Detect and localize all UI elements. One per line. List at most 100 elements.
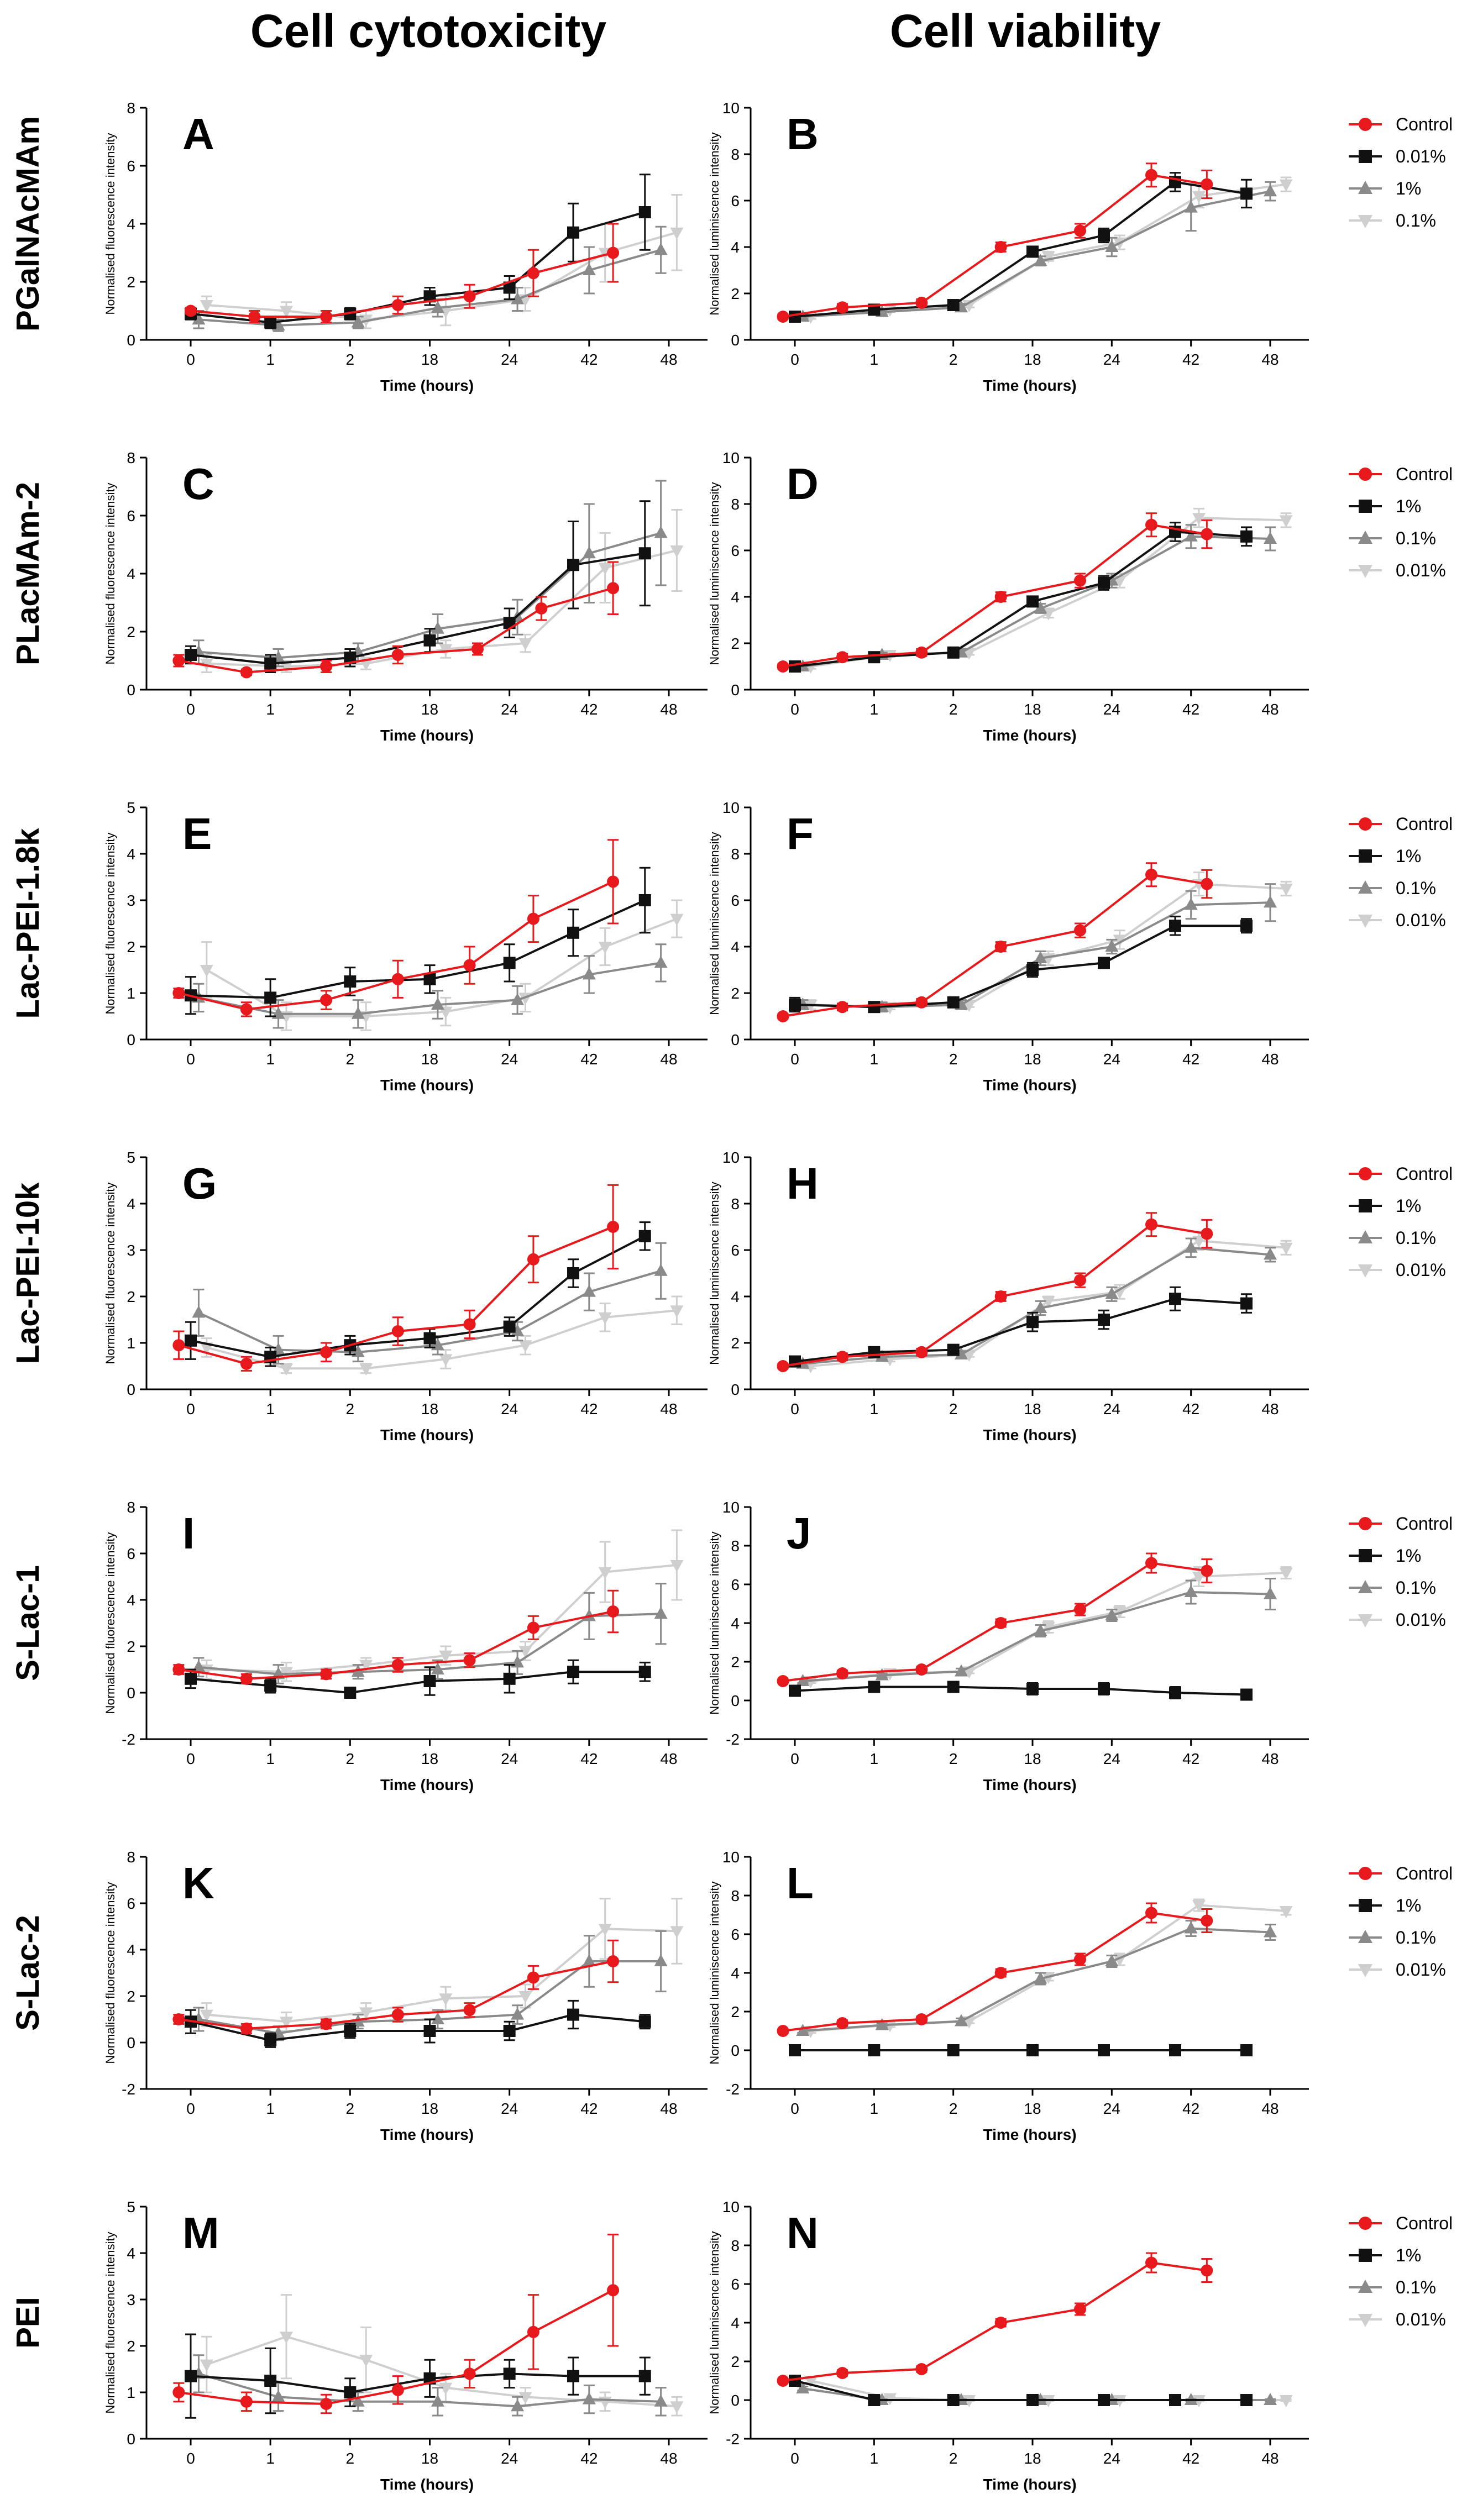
data-point <box>359 2007 373 2020</box>
y-tick-label: 8 <box>731 496 740 513</box>
data-point <box>836 651 848 664</box>
y-tick-label: 10 <box>722 449 740 466</box>
data-point <box>431 2012 444 2024</box>
series-1 <box>185 2333 651 2419</box>
y-tick-label: 4 <box>731 1615 740 1632</box>
x-tick-label: 42 <box>580 1051 598 1068</box>
series-line-0-1 <box>803 901 1271 1009</box>
row-label: S-Lac-2 <box>10 1915 46 2031</box>
x-tick-label: 18 <box>421 2100 438 2117</box>
series-1 <box>789 522 1253 673</box>
data-point <box>192 1305 206 1318</box>
series-line-0-01 <box>206 1564 677 1673</box>
legend-label: 0.01% <box>1396 1960 1446 1980</box>
data-point <box>527 2325 539 2338</box>
data-point <box>1201 1914 1213 1927</box>
y-tick-label: 3 <box>127 1242 135 1259</box>
series-control <box>172 561 620 679</box>
data-point <box>836 2367 848 2379</box>
series-control <box>777 1552 1213 1687</box>
data-point <box>567 226 579 239</box>
data-point <box>1192 513 1206 526</box>
x-tick-label: 48 <box>660 1051 677 1068</box>
x-tick-label: 24 <box>1103 1400 1120 1418</box>
series-control <box>777 2252 1213 2387</box>
x-tick-label: 42 <box>1182 2100 1199 2117</box>
y-tick-label: 0 <box>731 1692 740 1709</box>
data-point <box>796 1674 810 1686</box>
series-0-01 <box>185 174 651 329</box>
y-tick-label: 10 <box>722 1149 740 1166</box>
data-point <box>796 2024 810 2036</box>
data-point <box>915 1663 928 1676</box>
data-point <box>1359 817 1372 831</box>
legend-label: Control <box>1396 1164 1453 1184</box>
y-tick-label: 6 <box>127 158 135 175</box>
data-point <box>789 999 801 1011</box>
data-point <box>777 311 789 323</box>
x-tick-label: 24 <box>501 2100 518 2117</box>
data-point <box>344 2025 357 2037</box>
data-point <box>1026 1683 1039 1695</box>
data-point <box>1184 1921 1198 1934</box>
legend-label: 0.1% <box>1396 1928 1436 1947</box>
data-point <box>391 649 404 661</box>
x-tick-label: 42 <box>580 2100 598 2117</box>
data-point <box>1264 895 1277 908</box>
x-tick-label: 24 <box>501 1400 518 1418</box>
data-point <box>359 2355 373 2367</box>
data-point <box>654 1607 668 1619</box>
data-point <box>1098 229 1110 242</box>
panel-letter: M <box>182 2208 219 2258</box>
panel-letter: A <box>182 109 214 159</box>
data-point <box>1184 897 1198 910</box>
data-point <box>1359 849 1372 863</box>
y-tick-label: -2 <box>122 1731 135 1748</box>
legend: Control 1% 0.1% 0.01% <box>1349 2213 1453 2329</box>
panel-letter: I <box>182 1509 195 1558</box>
series-0-1 <box>796 883 1277 1013</box>
data-point <box>1145 169 1157 181</box>
data-point <box>240 1357 253 1370</box>
data-point <box>955 1664 968 1677</box>
data-point <box>518 1646 532 1658</box>
series-control <box>777 862 1213 1022</box>
data-point <box>994 2317 1007 2329</box>
data-point <box>598 1924 612 1936</box>
x-axis-label: Time (hours) <box>380 2126 474 2143</box>
data-point <box>527 267 539 280</box>
data-point <box>1192 1900 1206 1913</box>
x-axis-label: Time (hours) <box>983 377 1076 394</box>
data-point <box>511 2007 525 2020</box>
data-point <box>1240 1297 1253 1310</box>
data-point <box>439 1993 453 2006</box>
x-tick-label: 48 <box>1261 351 1279 368</box>
y-tick-label: 10 <box>722 2198 740 2216</box>
y-tick-label: 5 <box>127 1149 135 1166</box>
legend-label: 0.1% <box>1396 2277 1436 2297</box>
y-tick-label: 2 <box>731 1653 740 1671</box>
y-tick-label: 0 <box>127 332 135 349</box>
panel-letter: N <box>787 2208 819 2258</box>
x-tick-label: 48 <box>1261 2100 1279 2117</box>
data-point <box>1098 576 1110 589</box>
x-tick-label: 18 <box>421 1750 438 1767</box>
data-point <box>1105 939 1119 952</box>
series-line-0-1 <box>198 1613 661 1676</box>
y-axis-label: Normalised fluorescence intensity <box>103 1532 117 1714</box>
data-point <box>264 2034 277 2046</box>
legend-label: 1% <box>1396 846 1421 866</box>
y-tick-label: 2 <box>127 2338 135 2355</box>
data-point <box>868 2394 881 2406</box>
data-point <box>654 1263 668 1276</box>
x-tick-label: 1 <box>870 1400 879 1418</box>
data-point <box>638 894 651 906</box>
x-tick-label: 1 <box>870 2100 879 2117</box>
row-label: PLacMAm-2 <box>10 482 46 665</box>
data-point <box>280 1363 293 1376</box>
data-point <box>391 2008 404 2021</box>
data-point <box>875 1350 889 1362</box>
y-tick-label: -2 <box>726 1731 740 1748</box>
